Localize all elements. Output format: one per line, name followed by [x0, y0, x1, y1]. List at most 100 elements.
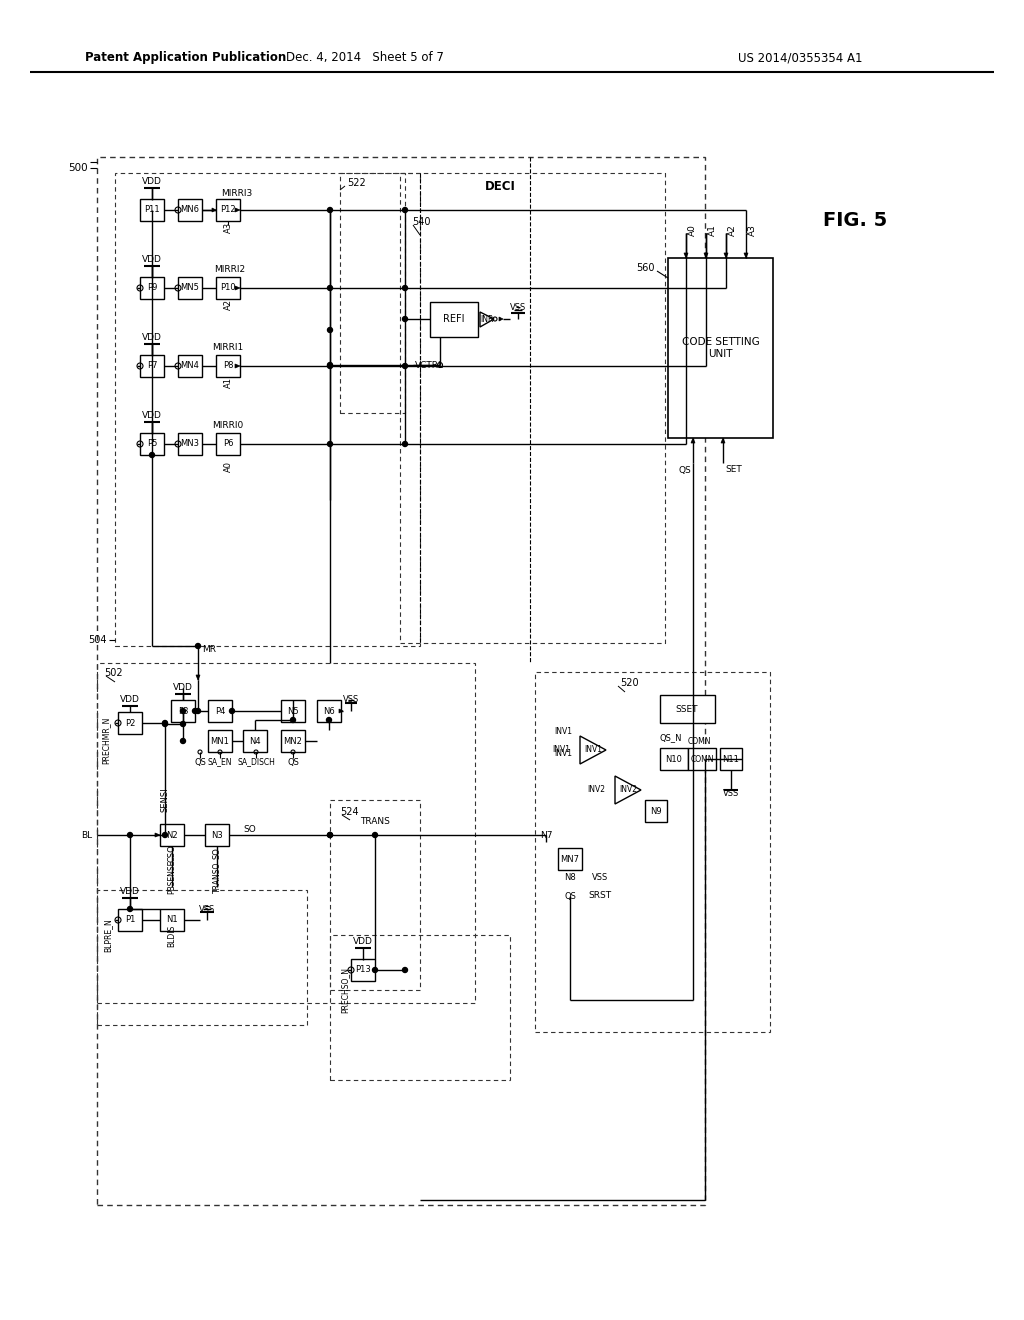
Bar — [281, 700, 305, 722]
Text: 520: 520 — [620, 678, 639, 688]
Text: P5: P5 — [146, 440, 158, 449]
Text: VCTRL: VCTRL — [415, 360, 444, 370]
Polygon shape — [234, 364, 240, 368]
Text: P9: P9 — [146, 284, 158, 293]
Polygon shape — [684, 253, 688, 257]
Circle shape — [373, 968, 378, 973]
Polygon shape — [499, 317, 503, 321]
Circle shape — [327, 718, 332, 722]
Text: VDD: VDD — [120, 696, 140, 705]
Polygon shape — [234, 286, 240, 290]
Circle shape — [193, 709, 198, 714]
Polygon shape — [155, 833, 160, 837]
Bar — [243, 730, 267, 752]
Text: MIRRI3: MIRRI3 — [221, 190, 253, 198]
Bar — [140, 433, 164, 455]
Text: MN1: MN1 — [211, 737, 229, 746]
Circle shape — [373, 833, 378, 837]
Text: VDD: VDD — [120, 887, 140, 896]
Circle shape — [402, 968, 408, 973]
Bar — [317, 700, 341, 722]
Polygon shape — [212, 209, 216, 213]
Circle shape — [328, 327, 333, 333]
Text: VDD: VDD — [142, 412, 162, 421]
Text: P11: P11 — [144, 206, 160, 214]
Text: A0: A0 — [223, 461, 232, 471]
Bar — [97, 890, 307, 1026]
Text: P12: P12 — [220, 206, 236, 214]
Text: 504: 504 — [88, 635, 106, 645]
Text: VSS: VSS — [592, 874, 608, 883]
Text: P6: P6 — [223, 440, 233, 449]
Polygon shape — [724, 253, 728, 257]
Circle shape — [402, 363, 408, 368]
Text: DECI: DECI — [484, 180, 515, 193]
Bar — [330, 935, 510, 1080]
Text: A3: A3 — [748, 224, 757, 236]
Text: VDD: VDD — [173, 684, 193, 693]
Text: PBSENSE: PBSENSE — [168, 859, 176, 894]
Text: REFI: REFI — [443, 314, 465, 323]
Bar — [208, 700, 232, 722]
Text: P3: P3 — [178, 706, 188, 715]
Text: SSET: SSET — [676, 705, 698, 714]
Bar — [178, 355, 202, 378]
Text: MN2: MN2 — [284, 737, 302, 746]
Bar — [171, 700, 195, 722]
Circle shape — [128, 833, 132, 837]
Text: N7: N7 — [540, 830, 552, 840]
Text: SET: SET — [725, 466, 741, 474]
Text: MN4: MN4 — [180, 362, 200, 371]
Polygon shape — [234, 209, 240, 213]
Circle shape — [402, 207, 408, 213]
Text: CODE SETTING
UNIT: CODE SETTING UNIT — [682, 337, 760, 359]
Bar — [330, 800, 420, 990]
Text: INR: INR — [480, 314, 494, 323]
Circle shape — [328, 207, 333, 213]
Bar — [430, 302, 478, 337]
Bar — [216, 277, 240, 300]
Bar — [97, 157, 705, 1205]
Text: TRANS: TRANS — [360, 817, 390, 826]
Text: VSS: VSS — [510, 302, 526, 312]
Circle shape — [328, 363, 333, 368]
Text: N11: N11 — [723, 755, 739, 763]
Bar — [160, 824, 184, 846]
Text: N1: N1 — [166, 916, 178, 924]
Text: SO: SO — [213, 847, 221, 859]
Text: US 2014/0355354 A1: US 2014/0355354 A1 — [737, 51, 862, 65]
Circle shape — [328, 833, 333, 837]
Text: 540: 540 — [412, 216, 430, 227]
Bar — [140, 277, 164, 300]
Text: VDD: VDD — [142, 334, 162, 342]
Circle shape — [196, 644, 201, 648]
Circle shape — [163, 833, 168, 837]
Text: INV2: INV2 — [587, 785, 605, 795]
Circle shape — [150, 453, 155, 458]
Text: BLDIS: BLDIS — [168, 925, 176, 948]
Text: 524: 524 — [340, 807, 358, 817]
Circle shape — [328, 833, 333, 837]
Text: MIRRI0: MIRRI0 — [212, 421, 244, 430]
Circle shape — [402, 317, 408, 322]
Text: VSS: VSS — [199, 906, 215, 915]
Bar — [400, 173, 665, 643]
Text: A2: A2 — [728, 224, 737, 236]
Bar — [688, 748, 716, 770]
Circle shape — [291, 718, 296, 722]
Text: SRST: SRST — [589, 891, 611, 900]
Circle shape — [402, 285, 408, 290]
Text: INV2: INV2 — [618, 785, 637, 795]
Text: P13: P13 — [355, 965, 371, 974]
Text: VSS: VSS — [343, 694, 359, 704]
Text: A2: A2 — [223, 300, 232, 310]
Bar — [140, 355, 164, 378]
Circle shape — [402, 441, 408, 446]
Circle shape — [196, 709, 201, 714]
Text: N6: N6 — [324, 706, 335, 715]
Text: P4: P4 — [215, 706, 225, 715]
Text: SA_EN: SA_EN — [208, 758, 232, 767]
Bar — [720, 748, 742, 770]
Text: N8: N8 — [564, 874, 575, 883]
Text: BL: BL — [81, 830, 92, 840]
